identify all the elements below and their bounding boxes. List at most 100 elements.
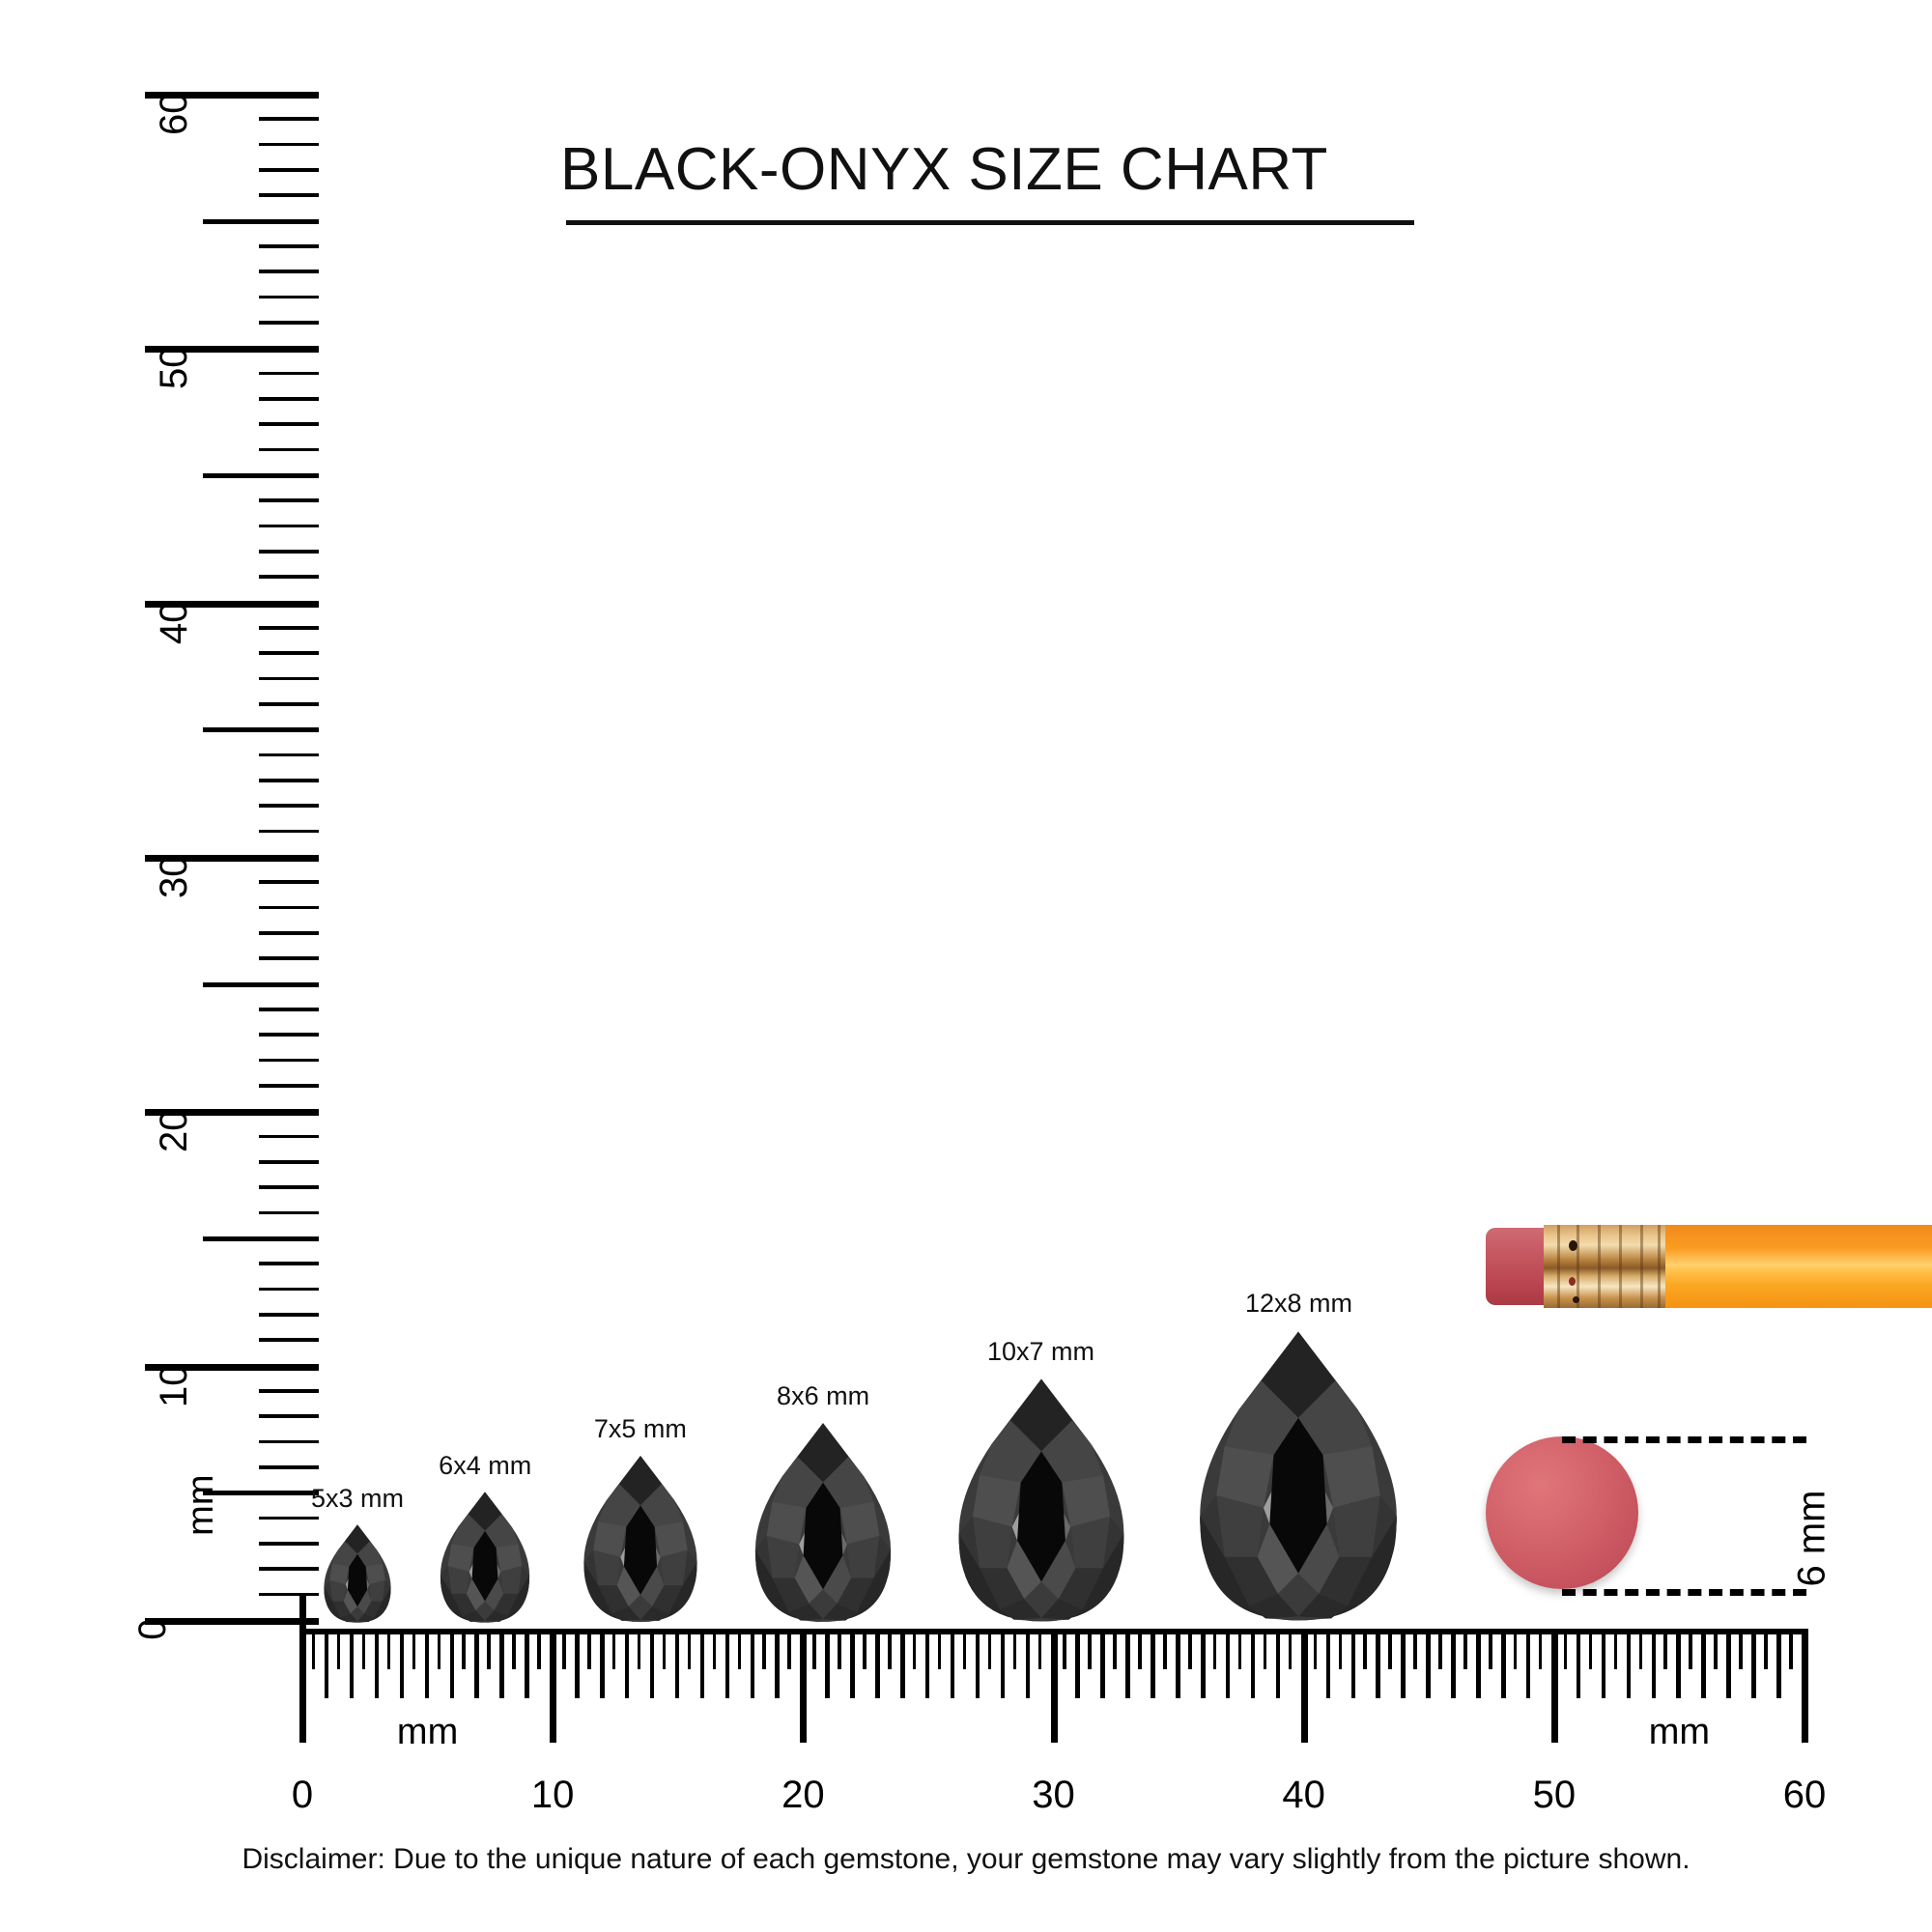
vertical-ruler-tick (259, 1465, 319, 1469)
horizontal-ruler-tick (1401, 1629, 1406, 1698)
horizontal-ruler-tick (525, 1629, 529, 1698)
vertical-ruler-tick (259, 1262, 319, 1265)
eraser-top-view (1486, 1436, 1638, 1589)
horizontal-ruler-tick (1288, 1629, 1293, 1669)
vertical-ruler-tick (259, 779, 319, 782)
horizontal-ruler-tick (336, 1629, 341, 1669)
vertical-ruler-label: 0 (130, 1618, 174, 1640)
horizontal-ruler-tick (1188, 1629, 1192, 1669)
horizontal-ruler-tick (1050, 1629, 1058, 1743)
horizontal-ruler-tick (449, 1629, 454, 1698)
vertical-ruler-tick (259, 676, 319, 681)
vertical-ruler-tick (259, 880, 319, 884)
vertical-ruler-tick (259, 422, 319, 426)
pear-gemstone-icon (754, 1423, 892, 1622)
horizontal-ruler-tick (1300, 1629, 1308, 1743)
horizontal-ruler-tick (1388, 1629, 1392, 1669)
gemstone-size-label: 10x7 mm (987, 1337, 1095, 1366)
horizontal-ruler-tick (850, 1629, 855, 1698)
gemstone-item[interactable]: 5x3 mm (311, 1484, 404, 1625)
vertical-ruler-tick (259, 702, 319, 706)
horizontal-ruler-tick (800, 1629, 808, 1743)
horizontal-ruler-tick (987, 1629, 992, 1669)
horizontal-ruler-tick (550, 1629, 557, 1743)
vertical-ruler-tick (259, 1439, 319, 1444)
vertical-ruler-tick (259, 1313, 319, 1317)
horizontal-ruler-tick (462, 1629, 466, 1669)
vertical-ruler-tick (259, 829, 319, 834)
horizontal-ruler-tick (1325, 1629, 1331, 1698)
horizontal-ruler-tick (1037, 1629, 1042, 1669)
horizontal-ruler-tick (1413, 1629, 1417, 1669)
horizontal-ruler-tick (1501, 1629, 1506, 1698)
pear-gemstone-icon (583, 1455, 697, 1623)
horizontal-ruler-tick (299, 1629, 306, 1743)
vertical-ruler-tick (259, 1287, 319, 1292)
horizontal-ruler-tick (424, 1629, 430, 1698)
vertical-ruler-tick (259, 804, 319, 808)
horizontal-ruler-label: 60 (1782, 1774, 1827, 1816)
eraser-size-label: 6 mm (1790, 1490, 1833, 1587)
horizontal-ruler-tick (562, 1629, 566, 1669)
vertical-ruler-tick (259, 295, 319, 299)
horizontal-ruler-tick (1776, 1629, 1781, 1698)
pear-gemstone-icon (1200, 1331, 1398, 1621)
vertical-ruler-label: 50 (153, 346, 195, 390)
horizontal-ruler-tick (950, 1629, 955, 1698)
disclaimer-text: Disclaimer: Due to the unique nature of … (242, 1843, 1690, 1875)
vertical-ruler-tick (259, 1084, 319, 1088)
vertical-ruler-tick (259, 193, 319, 197)
pencil-eraser (1486, 1228, 1546, 1305)
vertical-ruler-label: 60 (153, 92, 195, 136)
vertical-ruler-tick (259, 168, 319, 172)
vertical-ruler-tick (259, 753, 319, 757)
vertical-ruler-tick (259, 626, 319, 630)
horizontal-ruler-tick (1376, 1629, 1380, 1698)
horizontal-ruler-tick (1212, 1629, 1217, 1669)
horizontal-ruler-tick (361, 1629, 366, 1669)
gemstone-size-label: 7x5 mm (593, 1414, 687, 1443)
horizontal-ruler-tick (1275, 1629, 1281, 1698)
horizontal-ruler-tick (1550, 1629, 1558, 1743)
gemstone-item[interactable]: 10x7 mm (955, 1337, 1127, 1625)
horizontal-ruler-tick (624, 1629, 630, 1698)
vertical-ruler-label: 20 (153, 1109, 195, 1153)
horizontal-ruler-tick (1689, 1629, 1692, 1669)
vertical-ruler-tick (259, 1134, 319, 1139)
vertical-ruler-tick (259, 498, 319, 502)
vertical-ruler-tick (145, 1618, 319, 1625)
gemstone-item[interactable]: 12x8 mm (1196, 1289, 1401, 1625)
vertical-ruler-tick (259, 244, 319, 248)
horizontal-ruler-tick (1237, 1629, 1242, 1669)
horizontal-ruler-tick (1701, 1629, 1706, 1698)
pear-gemstone-icon (440, 1492, 530, 1623)
horizontal-ruler-tick (1563, 1629, 1568, 1669)
gemstone-item[interactable]: 7x5 mm (582, 1414, 699, 1625)
horizontal-ruler-tick (512, 1629, 516, 1669)
vertical-ruler-tick (203, 1491, 319, 1496)
horizontal-ruler-tick (674, 1629, 680, 1698)
gemstone-item[interactable]: 6x4 mm (439, 1451, 531, 1625)
horizontal-ruler-tick (1100, 1629, 1105, 1698)
gemstone-item[interactable]: 8x6 mm (753, 1381, 894, 1625)
horizontal-ruler-tick (1176, 1629, 1180, 1698)
horizontal-ruler-tick (1125, 1629, 1130, 1698)
horizontal-ruler-tick (487, 1629, 491, 1669)
horizontal-ruler-tick (1363, 1629, 1367, 1669)
horizontal-ruler-tick (900, 1629, 905, 1698)
horizontal-ruler-tick (1489, 1629, 1492, 1669)
vertical-ruler-tick (259, 1542, 319, 1546)
horizontal-ruler-tick (1601, 1629, 1606, 1698)
callout-dash-bottom (1562, 1589, 1806, 1596)
horizontal-ruler-tick (1538, 1629, 1543, 1669)
horizontal-ruler-tick (724, 1629, 730, 1698)
horizontal-ruler-tick (437, 1629, 441, 1669)
vertical-ruler-tick (259, 550, 319, 554)
horizontal-ruler-tick (1638, 1629, 1643, 1669)
horizontal-ruler-tick (1714, 1629, 1718, 1669)
horizontal-ruler-tick (775, 1629, 780, 1698)
vertical-ruler-tick (259, 1008, 319, 1011)
horizontal-ruler-tick (924, 1629, 930, 1698)
horizontal-ruler-tick (1138, 1629, 1142, 1669)
